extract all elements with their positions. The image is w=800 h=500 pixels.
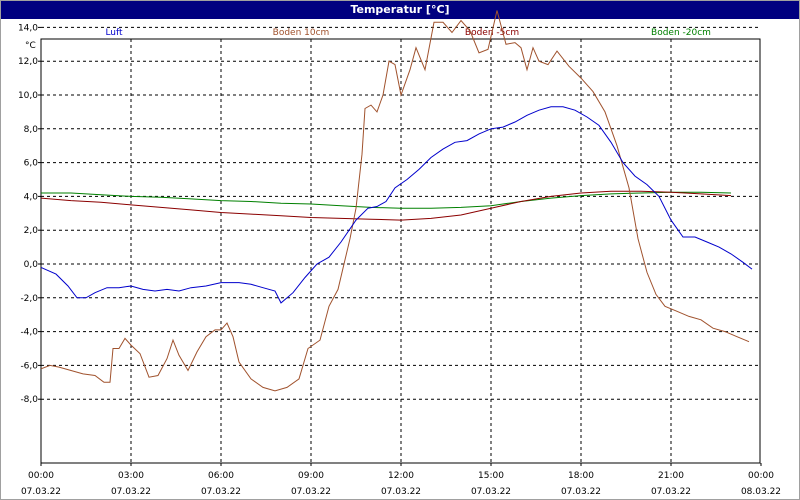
- x-tick-time: 15:00: [478, 471, 504, 481]
- y-tick-label: 14,0: [18, 23, 38, 33]
- series-lines: [40, 10, 753, 392]
- legend-boden-20cm: Boden -20cm: [651, 28, 711, 38]
- y-tick-label: 6,0: [24, 159, 39, 169]
- x-tick-time: 06:00: [208, 471, 234, 481]
- series-line-luft: [40, 106, 753, 304]
- y-tick-label: -8,0: [20, 395, 38, 405]
- y-tick-label: 10,0: [18, 91, 38, 101]
- chart-title: Temperatur [°C]: [1, 1, 799, 19]
- x-tick-date: 07.03.22: [561, 487, 601, 497]
- x-tick-date: 07.03.22: [651, 487, 691, 497]
- x-tick-date: 07.03.22: [471, 487, 511, 497]
- x-tick-date: 07.03.22: [111, 487, 151, 497]
- x-tick-time: 12:00: [388, 471, 414, 481]
- x-tick-time: 00:00: [28, 471, 54, 481]
- x-tick-date: 07.03.22: [291, 487, 331, 497]
- legend-luft: Luft: [105, 28, 123, 38]
- x-tick-date: 07.03.22: [21, 487, 61, 497]
- y-tick-label: -6,0: [20, 361, 38, 371]
- y-tick-label: -2,0: [20, 294, 38, 304]
- x-tick-time: 00:00: [748, 471, 774, 481]
- y-tick-label: 4,0: [24, 192, 39, 202]
- y-tick-label: 12,0: [18, 57, 38, 67]
- series-line-boden-10cm: [40, 10, 750, 392]
- series-line-boden-5cm: [40, 190, 732, 221]
- x-tick-date: 08.03.22: [741, 487, 781, 497]
- y-tick-label: 2,0: [24, 226, 39, 236]
- series-line-boden-20cm: [41, 191, 732, 209]
- x-tick-time: 09:00: [298, 471, 324, 481]
- y-axis-ticks: 14,0 12,0 10,0 8,0 6,0 4,0 2,0 0,0 -2,0 -4,0 -6,0 -…: [18, 23, 41, 405]
- x-tick-time: 18:00: [568, 471, 594, 481]
- y-tick-label: -4,0: [20, 328, 38, 338]
- x-tick-date: 07.03.22: [381, 487, 421, 497]
- legend-boden-10cm: Boden 10cm: [273, 28, 330, 38]
- grid-lines: [41, 26, 760, 463]
- x-tick-time: 03:00: [118, 471, 144, 481]
- y-axis-unit: °C: [25, 41, 36, 51]
- x-tick-date: 07.03.22: [201, 487, 241, 497]
- y-tick-label: 8,0: [24, 125, 39, 135]
- x-axis-ticks: 00:00 07.03.22 03:00 07.03.22 06:00 07.03.22 0…: [21, 463, 781, 497]
- y-tick-label: 0,0: [24, 260, 39, 270]
- x-tick-time: 21:00: [658, 471, 684, 481]
